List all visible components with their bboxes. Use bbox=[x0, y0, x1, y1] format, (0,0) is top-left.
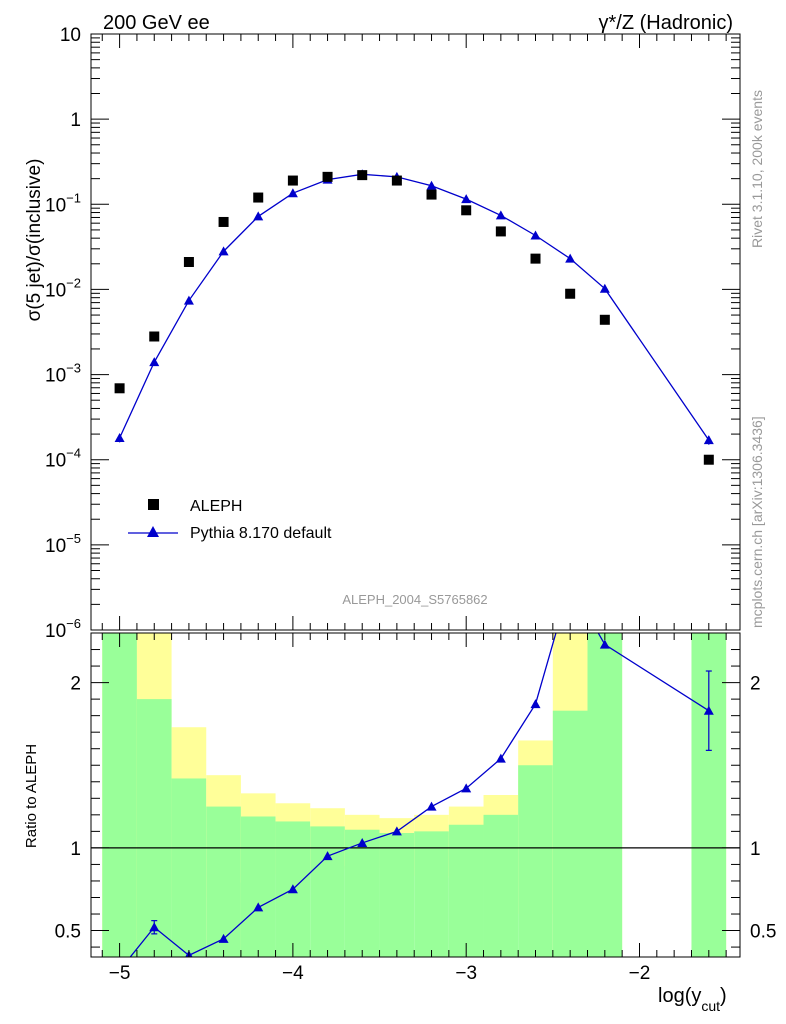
ratio-series bbox=[129, 578, 714, 957]
data-point bbox=[530, 253, 541, 264]
ratio-point bbox=[599, 639, 610, 649]
y-tick-label: 10−5 bbox=[45, 531, 81, 557]
plot-title-left: 200 GeV ee bbox=[103, 12, 210, 34]
y-tick-label: 10−3 bbox=[45, 361, 81, 387]
mc-point bbox=[530, 230, 541, 240]
data-point bbox=[391, 175, 402, 186]
ratio-point bbox=[703, 705, 714, 715]
mc-point bbox=[253, 211, 264, 221]
rivet-version-text: Rivet 3.1.10, 200k events bbox=[749, 90, 765, 248]
main-y-axis-label: σ(5 jet)/σ(inclusive) bbox=[24, 159, 45, 322]
mc-point bbox=[114, 432, 125, 442]
band-inner-3 bbox=[206, 806, 241, 957]
ratio-point bbox=[322, 851, 333, 861]
ratio-y-tick-label-right: 1 bbox=[750, 839, 761, 860]
band-inner-9 bbox=[414, 831, 449, 957]
band-inner-13 bbox=[552, 710, 588, 957]
tick-labels: −5 −4 −3 −2 10 1 10−1 10−2 10−3 10−4 10−5 10−6 0.5 0.… bbox=[45, 25, 776, 984]
ratio-point bbox=[357, 837, 368, 847]
data-point bbox=[495, 226, 506, 237]
ratio-point bbox=[218, 933, 229, 943]
analysis-label: ALEPH_2004_S5765862 bbox=[342, 592, 487, 607]
ratio-point bbox=[253, 902, 264, 912]
mc-point bbox=[495, 210, 506, 220]
ratio-point bbox=[565, 578, 575, 587]
axes bbox=[91, 33, 740, 957]
band-inner-0 bbox=[102, 633, 137, 957]
ratio-uncertainty-bands bbox=[102, 633, 727, 957]
x-tick-label: −5 bbox=[109, 963, 131, 984]
ratio-point bbox=[495, 753, 506, 763]
data-point bbox=[599, 314, 610, 325]
mc-point bbox=[218, 246, 229, 256]
main-plot-frame bbox=[90, 33, 741, 631]
band-inner-14 bbox=[587, 633, 623, 957]
data-point bbox=[426, 189, 437, 200]
mc-point bbox=[461, 194, 472, 204]
data-point bbox=[357, 170, 368, 181]
mc-point bbox=[426, 180, 437, 190]
y-tick-label: 10 bbox=[60, 25, 81, 46]
ratio-point bbox=[461, 783, 472, 793]
band-inner-1 bbox=[136, 699, 172, 957]
legend-label-pythia: Pythia 8.170 default bbox=[190, 525, 332, 542]
legend-label-aleph: ALEPH bbox=[190, 498, 242, 515]
x-tick-label: −4 bbox=[282, 963, 304, 984]
y-tick-label: 10−4 bbox=[45, 446, 81, 472]
band-inner-10 bbox=[448, 824, 484, 957]
x-axis-label: log(ycut) bbox=[658, 985, 727, 1014]
data-point bbox=[565, 288, 576, 299]
mc-point bbox=[149, 357, 160, 367]
data-point bbox=[287, 175, 298, 186]
band-inner-8 bbox=[379, 833, 415, 957]
ratio-y-tick-label-left: 1 bbox=[70, 839, 81, 860]
data-point bbox=[461, 205, 472, 216]
ratio-point bbox=[149, 922, 160, 932]
mc-point bbox=[287, 188, 298, 198]
ratio-y-axis-label: Ratio to ALEPH bbox=[23, 744, 40, 848]
ratio-series-line bbox=[129, 633, 710, 957]
mc-series-line bbox=[119, 173, 710, 441]
data-point bbox=[218, 216, 229, 227]
data-point bbox=[183, 256, 194, 267]
x-tick-label: −3 bbox=[455, 963, 477, 984]
band-inner-4 bbox=[240, 816, 276, 957]
plot-title-right: γ*/Z (Hadronic) bbox=[599, 12, 733, 34]
ratio-point bbox=[426, 801, 437, 811]
band-inner-2 bbox=[171, 778, 207, 957]
ratio-y-tick-label-left: 0.5 bbox=[55, 922, 81, 943]
mc-point bbox=[703, 435, 714, 445]
ratio-y-tick-label-right: 2 bbox=[750, 674, 761, 695]
mc-point bbox=[565, 253, 576, 263]
y-tick-label: 10−2 bbox=[45, 275, 81, 301]
legend-marker-aleph bbox=[148, 499, 159, 510]
ratio-y-tick-label-left: 2 bbox=[70, 674, 81, 695]
y-tick-label: 1 bbox=[70, 110, 81, 131]
ratio-plot-frame bbox=[90, 632, 741, 958]
legend: ALEPH Pythia 8.170 default bbox=[128, 498, 332, 542]
legend-marker-pythia bbox=[147, 526, 159, 537]
y-tick-label: 10−6 bbox=[45, 616, 81, 642]
data-point bbox=[703, 454, 714, 465]
x-tick-label: −2 bbox=[629, 963, 651, 984]
mc-point bbox=[183, 295, 194, 305]
y-tick-label: 10−1 bbox=[45, 190, 81, 216]
data-point bbox=[114, 383, 125, 394]
band-inner-15 bbox=[691, 633, 727, 957]
ratio-y-tick-label-right: 0.5 bbox=[750, 922, 776, 943]
ratio-point bbox=[530, 699, 541, 709]
band-inner-11 bbox=[483, 814, 519, 957]
data-point bbox=[149, 331, 160, 342]
band-inner-12 bbox=[518, 765, 553, 957]
ratio-point bbox=[287, 884, 298, 894]
data-point bbox=[253, 192, 264, 203]
mc-point bbox=[599, 283, 610, 293]
main-series bbox=[114, 169, 714, 465]
data-point bbox=[322, 171, 333, 182]
band-inner-7 bbox=[344, 829, 380, 957]
ratio-point bbox=[391, 826, 402, 836]
mcplots-reference-text: mcplots.cern.ch [arXiv:1306.3436] bbox=[749, 416, 765, 628]
